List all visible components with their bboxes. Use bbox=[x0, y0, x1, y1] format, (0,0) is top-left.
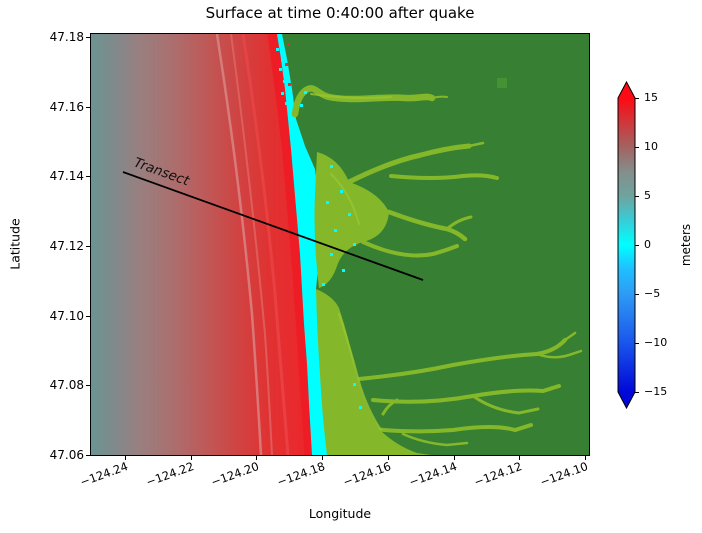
colorbar-tick-mark bbox=[635, 343, 639, 344]
land-light-patch bbox=[497, 78, 507, 88]
y-tick-label: 47.16 bbox=[49, 99, 84, 114]
x-tick-label: −124.10 bbox=[538, 459, 590, 490]
y-tick-mark bbox=[86, 455, 90, 456]
y-tick-label: 47.10 bbox=[49, 308, 84, 323]
colorbar-label: meters bbox=[679, 223, 693, 267]
x-tick-label: −124.12 bbox=[472, 459, 525, 490]
x-tick-mark bbox=[256, 456, 258, 460]
y-tick-mark bbox=[86, 176, 90, 178]
x-tick-label: −124.14 bbox=[406, 459, 459, 490]
colorbar-gradient bbox=[617, 80, 636, 410]
y-tick-mark bbox=[86, 385, 90, 387]
colorbar-tick-label: −10 bbox=[644, 336, 668, 349]
y-tick-label: 47.12 bbox=[49, 239, 84, 253]
x-tick-mark bbox=[322, 456, 324, 460]
x-tick-label: −124.16 bbox=[340, 459, 393, 490]
channel-highlights bbox=[310, 93, 392, 431]
y-tick-label: 47.06 bbox=[49, 448, 84, 462]
y-tick-label: 47.08 bbox=[49, 378, 84, 393]
y-tick-mark bbox=[86, 246, 90, 247]
colorbar-tick-mark bbox=[635, 392, 639, 393]
x-tick-mark bbox=[190, 456, 192, 460]
x-tick-mark bbox=[453, 456, 455, 460]
colorbar-tick-label: 0 bbox=[644, 238, 651, 251]
colorbar-tick-label: 10 bbox=[644, 140, 658, 153]
colorbar-tick-label: −15 bbox=[644, 385, 668, 398]
y-axis-label: Latitude bbox=[7, 218, 23, 270]
land-region bbox=[282, 34, 589, 455]
x-tick-label: −124.24 bbox=[78, 459, 130, 490]
channel-middle-estuary bbox=[314, 141, 499, 288]
map-svg: Transect bbox=[91, 34, 589, 455]
colorbar-tick-mark bbox=[635, 294, 639, 295]
y-tick-mark bbox=[86, 106, 90, 108]
cyan-speckles bbox=[276, 38, 362, 409]
plot-title: Surface at time 0:40:00 after quake bbox=[205, 4, 475, 22]
y-tick-label: 47.14 bbox=[49, 169, 84, 184]
x-tick-mark bbox=[125, 456, 126, 460]
colorbar-tick-label: 15 bbox=[644, 91, 658, 104]
red-speckles bbox=[285, 43, 291, 86]
colorbar-tick-label: −5 bbox=[644, 287, 661, 300]
colorbar-tick-mark bbox=[635, 196, 639, 197]
y-tick-label: 47.18 bbox=[49, 30, 84, 44]
x-tick-label: −124.22 bbox=[143, 459, 196, 490]
x-tick-mark bbox=[584, 456, 586, 460]
colorbar-tick-mark bbox=[635, 245, 639, 246]
x-tick-mark bbox=[519, 456, 521, 460]
colorbar-tick-label: 5 bbox=[644, 189, 651, 202]
colorbar-tick-mark bbox=[635, 98, 639, 99]
wave-streaks bbox=[215, 34, 316, 455]
y-tick-mark bbox=[86, 315, 90, 317]
x-tick-mark bbox=[387, 456, 389, 460]
transect-line bbox=[122, 171, 424, 281]
colorbar-tick-mark bbox=[635, 147, 639, 148]
y-tick-mark bbox=[86, 37, 90, 38]
x-tick-label: −124.20 bbox=[209, 459, 262, 490]
shore-cyan-strip bbox=[277, 34, 327, 455]
x-tick-label: −124.18 bbox=[275, 459, 327, 490]
x-axis-label: Longitude bbox=[308, 506, 372, 521]
plot-area: Transect bbox=[90, 33, 590, 456]
